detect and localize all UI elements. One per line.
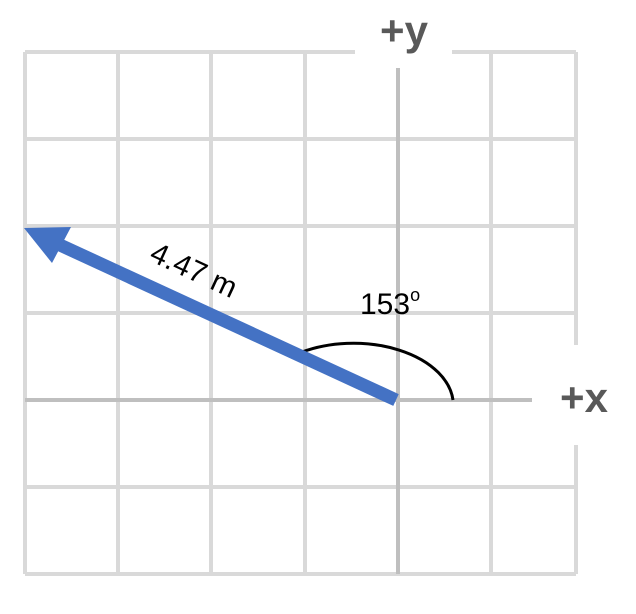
x-axis-label: +x (560, 374, 609, 421)
angle-arc (301, 341, 455, 401)
angle-label: 153o (360, 285, 420, 321)
vector-shaft (57, 239, 399, 406)
vector-arrow (24, 227, 399, 406)
vector-arrowhead (24, 227, 71, 263)
axes (25, 68, 532, 574)
grid (23, 50, 578, 576)
degree-mark: o (410, 285, 420, 305)
y-axis-label: +y (380, 7, 429, 54)
angle-value: 153 (360, 288, 410, 321)
